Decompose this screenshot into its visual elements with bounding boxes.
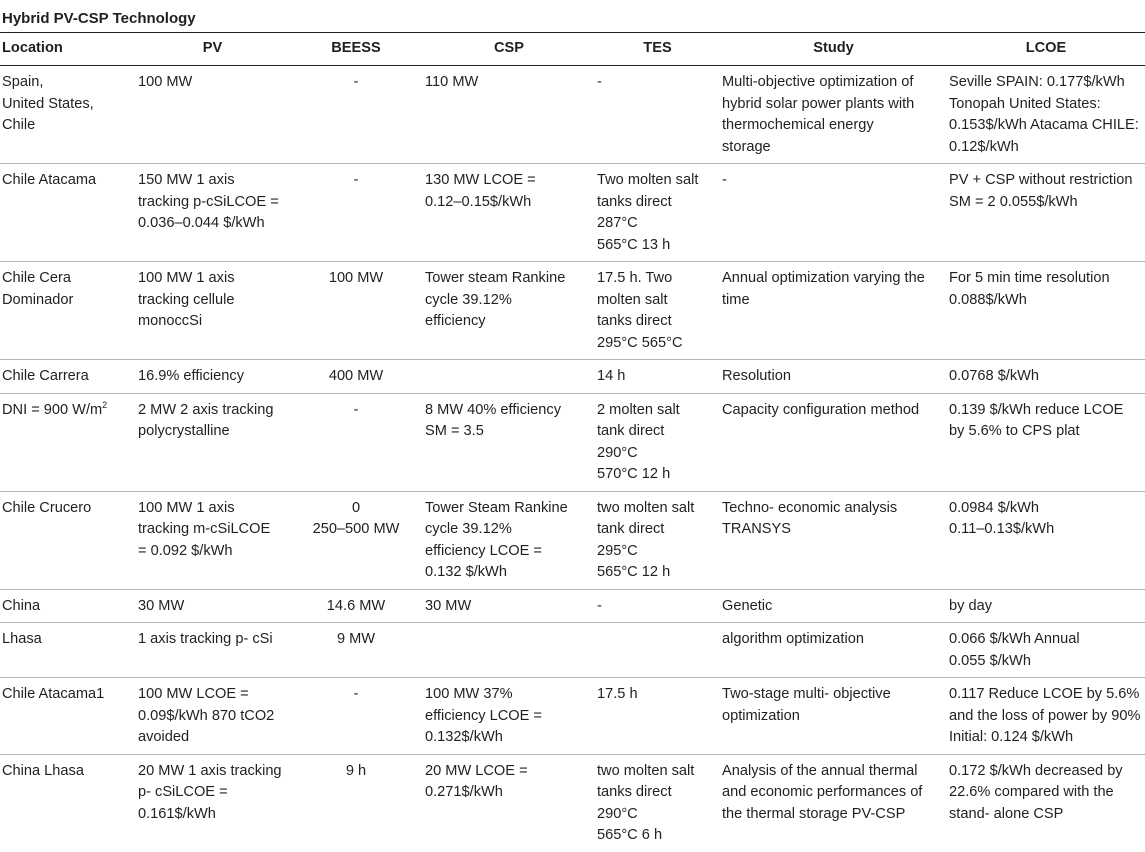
cell-tes: - [597,74,602,90]
table-row: Chile Carrera 16.9% efficiency 400 MW 14… [0,360,1145,394]
cell-location: Chile Atacama1 [2,686,105,702]
cell-study: Resolution [722,368,791,384]
hybrid-pv-csp-table: Location PV BEESS CSP TES Study LCOE Spa… [0,32,1145,852]
table-row: Lhasa 1 axis tracking p- cSi 9 MW algori… [0,623,1145,678]
cell-location: Chile Carrera [2,368,89,384]
cell-csp: 100 MW 37% efficiency LCOE = 0.132$/kWh [425,686,542,745]
cell-pv: 20 MW 1 axis tracking p- cSiLCOE = 0.161… [138,762,282,822]
cell-tes: two molten salt tank direct 295°C 565°C … [597,499,695,581]
table-row: Spain, United States, Chile 100 MW - 110… [0,66,1145,164]
cell-csp: 130 MW LCOE = 0.12–0.15$/kWh [425,172,536,210]
table-title: Hybrid PV-CSP Technology [2,10,196,27]
cell-beess: 0 250–500 MW [312,499,400,538]
cell-pv: 150 MW 1 axis tracking p-cSiLCOE = 0.036… [138,172,279,231]
cell-csp: 110 MW [425,74,479,90]
cell-location: Chile Atacama [2,172,97,188]
cell-csp [423,623,595,678]
cell-lcoe: 0.117 Reduce LCOE by 5.6% and the loss o… [949,686,1141,745]
cell-tes: 17.5 h. Two molten salt tanks direct 295… [597,270,683,351]
cell-tes [595,623,720,678]
header-beess: BEESS [331,40,381,57]
cell-lcoe: For 5 min time resolution 0.088$/kWh [949,270,1110,308]
cell-lcoe: by day [949,597,992,614]
cell-pv: 16.9% efficiency [138,368,245,384]
cell-beess: 400 MW [328,368,384,384]
cell-pv: 100 MW 1 axis tracking m-cSiLCOE = 0.092… [138,499,271,559]
cell-csp: Tower steam Rankine cycle 39.12% efficie… [425,270,566,329]
cell-location: Chile Crucero [2,499,92,516]
cell-beess: 9 h [345,762,367,779]
cell-pv: 100 MW LCOE = 0.09$/kWh 870 tCO2 avoided [138,686,275,745]
table-row: Chile Crucero 100 MW 1 axis tracking m-c… [0,491,1145,589]
cell-beess: - [353,74,359,90]
cell-study: Analysis of the annual thermal and econo… [722,762,923,822]
cell-csp: 20 MW LCOE = 0.271$/kWh [425,762,528,801]
cell-location: Chile Cera Dominador [2,270,74,308]
cell-csp [423,360,595,394]
table-row: China Lhasa 20 MW 1 axis tracking p- cSi… [0,754,1145,852]
cell-csp: Tower Steam Rankine cycle 39.12% efficie… [425,499,568,581]
table-row: Chile Atacama1 100 MW LCOE = 0.09$/kWh 8… [0,678,1145,754]
cell-lcoe: 0.0984 $/kWh 0.11–0.13$/kWh [949,499,1055,538]
cell-tes: two molten salt tanks direct 290°C 565°C… [597,762,695,844]
header-row: Location PV BEESS CSP TES Study LCOE [0,32,1145,66]
cell-location: Lhasa [2,631,42,647]
cell-study: Annual optimization varying the time [722,270,925,308]
cell-pv: 100 MW [138,74,193,90]
cell-lcoe: 0.172 $/kWh decreased by 22.6% compared … [949,762,1123,822]
cell-beess: 100 MW [328,270,384,286]
cell-beess: - [353,686,359,702]
cell-tes: 2 molten salt tank direct 290°C 570°C 12… [597,401,680,483]
cell-csp: 30 MW [425,597,472,614]
table-row: China 30 MW 14.6 MW 30 MW - Genetic by d… [0,589,1145,623]
cell-beess: - [353,401,359,418]
cell-tes: 14 h [597,368,626,384]
header-location: Location [2,40,63,57]
cell-pv: 2 MW 2 axis tracking polycrystalline [138,401,274,440]
header-lcoe: LCOE [1025,40,1067,57]
cell-tes: 17.5 h [597,686,638,702]
header-pv: PV [202,40,223,57]
cell-location: Spain, United States, Chile [2,74,94,133]
cell-tes: - [597,597,602,614]
cell-lcoe: 0.139 $/kWh reduce LCOE by 5.6% to CPS p… [949,401,1124,440]
header-csp: CSP [493,40,524,57]
table-body: Spain, United States, Chile 100 MW - 110… [0,66,1145,852]
cell-pv: 1 axis tracking p- cSi [138,631,273,647]
cell-location: China Lhasa [2,762,84,779]
cell-pv: 100 MW 1 axis tracking cellule monoccSi [138,270,235,329]
cell-beess: 14.6 MW [326,597,386,614]
cell-study: Techno- economic analysis TRANSYS [722,499,898,538]
cell-location-text: DNI = 900 W/m [2,401,103,418]
table-row: DNI = 900 W/m2 2 MW 2 axis tracking poly… [0,393,1145,491]
table-row: Chile Atacama 150 MW 1 axis tracking p-c… [0,164,1145,262]
cell-location: DNI = 900 W/m2 [0,393,136,491]
cell-study: Genetic [722,597,773,614]
cell-study: Multi-objective optimization of hybrid s… [722,74,915,155]
header-tes: TES [643,40,672,57]
cell-lcoe: Seville SPAIN: 0.177$/kWh Tonopah United… [949,74,1139,155]
cell-beess: 9 MW [336,631,376,647]
superscript: 2 [102,399,108,410]
cell-study: Two-stage multi- objective optimization [722,686,891,724]
cell-csp: 8 MW 40% efficiency SM = 3.5 [425,401,561,440]
header-study: Study [813,40,854,57]
cell-tes: Two molten salt tanks direct 287°C 565°C… [597,172,699,253]
cell-lcoe: 0.066 $/kWh Annual 0.055 $/kWh [949,631,1080,669]
cell-lcoe: PV + CSP without restriction SM = 2 0.05… [949,172,1133,210]
cell-study: - [722,172,727,188]
cell-beess: - [353,172,359,188]
cell-lcoe: 0.0768 $/kWh [949,368,1040,384]
cell-pv: 30 MW [138,597,185,614]
cell-study: Capacity configuration method [722,401,920,418]
table-row: Chile Cera Dominador 100 MW 1 axis track… [0,262,1145,360]
cell-study: algorithm optimization [722,631,864,647]
cell-location: China [2,597,41,614]
